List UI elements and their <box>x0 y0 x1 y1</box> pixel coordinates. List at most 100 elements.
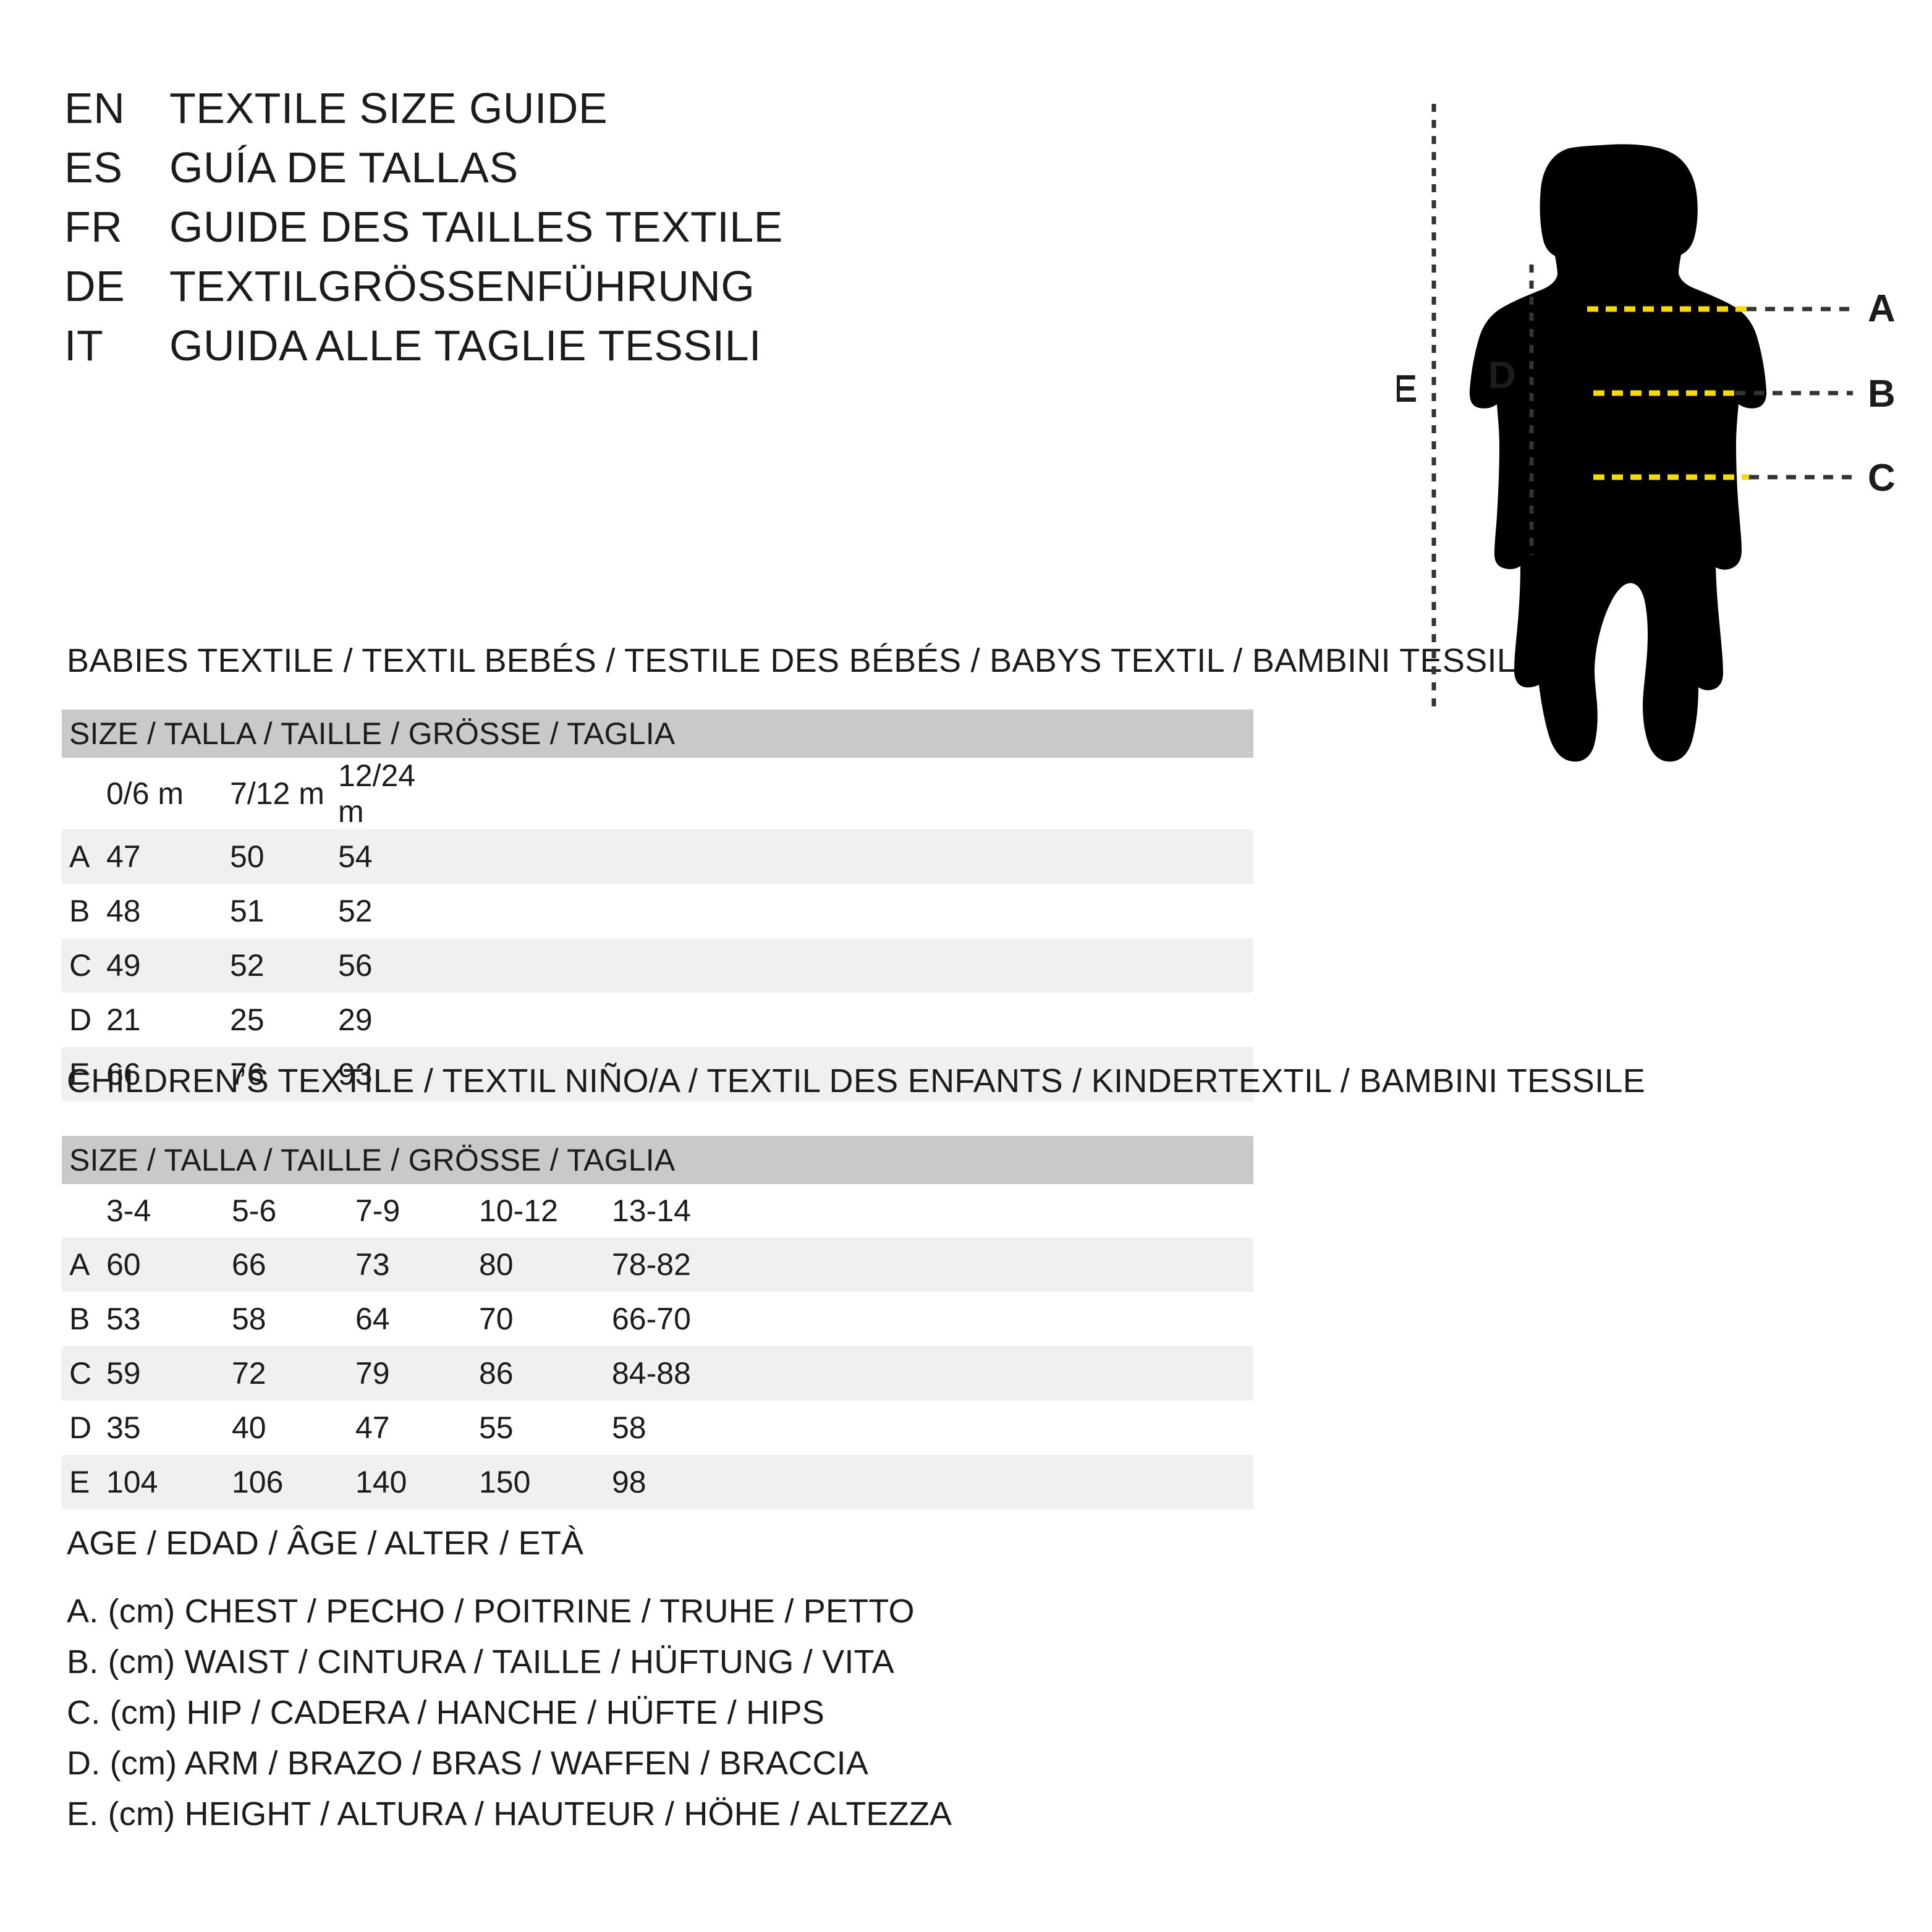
babies-col-header-1: 7/12 m <box>230 758 338 829</box>
measurement-diagram: A B C D E <box>1397 74 1904 766</box>
children-table-header-bar: SIZE / TALLA / TAILLE / GRÖSSE / TAGLIA <box>62 1136 1253 1184</box>
child-silhouette-icon <box>1469 144 1767 762</box>
table-row: E 66 76 93 <box>62 1047 1253 1101</box>
children-cell-c-3: 86 <box>479 1346 612 1400</box>
children-cell-b-1: 58 <box>232 1292 355 1346</box>
table-row: A 47 50 54 <box>62 829 1253 884</box>
babies-column-header-row: 0/6 m 7/12 m 12/24 m <box>62 758 1253 829</box>
children-cell-e-3: 150 <box>479 1455 612 1509</box>
children-cell-e-4: 98 <box>612 1455 735 1509</box>
babies-table-header-bar: SIZE / TALLA / TAILLE / GRÖSSE / TAGLIA <box>62 710 1253 758</box>
children-cell-b-2: 64 <box>355 1292 479 1346</box>
language-row-en: EN TEXTILE SIZE GUIDE <box>64 87 868 146</box>
children-row-label-c: C <box>62 1346 106 1400</box>
figure-label-a: A <box>1868 287 1896 330</box>
babies-cell-a-1: 50 <box>230 829 338 884</box>
language-row-de: DE TEXTILGRÖSSENFÜHRUNG <box>64 265 868 324</box>
figure-label-d: D <box>1488 354 1516 397</box>
language-code-es: ES <box>64 143 123 192</box>
table-row: B 48 51 52 <box>62 884 1253 938</box>
language-title-es: GUÍA DE TALLAS <box>169 143 519 192</box>
language-title-fr: GUIDE DES TAILLES TEXTILE <box>169 203 783 251</box>
children-cell-d-pad <box>735 1400 1253 1455</box>
children-cell-e-0: 104 <box>106 1455 232 1509</box>
figure-label-b: B <box>1868 373 1896 415</box>
legend-item-c: C. (cm) HIP / CADERA / HANCHE / HÜFTE / … <box>67 1694 824 1731</box>
children-col-header-3: 10-12 <box>479 1184 612 1237</box>
babies-col-header-pad <box>446 758 1253 829</box>
language-code-it: IT <box>64 321 104 370</box>
children-header-label: SIZE / TALLA / TAILLE / GRÖSSE / TAGLIA <box>62 1136 1253 1184</box>
children-cell-d-2: 47 <box>355 1400 479 1455</box>
babies-row-label-c: C <box>62 938 106 993</box>
legend-item-b: B. (cm) WAIST / CINTURA / TAILLE / HÜFTU… <box>67 1643 894 1680</box>
table-row: C 59 72 79 86 84-88 <box>62 1346 1253 1400</box>
babies-cell-d-1: 25 <box>230 993 338 1047</box>
table-row: D 21 25 29 <box>62 993 1253 1047</box>
babies-row-label-b: B <box>62 884 106 938</box>
language-title-block: EN TEXTILE SIZE GUIDE ES GUÍA DE TALLAS … <box>64 87 868 383</box>
babies-col-header-2: 12/24 m <box>338 758 446 829</box>
children-cell-e-1: 106 <box>232 1455 355 1509</box>
legend-item-d: D. (cm) ARM / BRAZO / BRAS / WAFFEN / BR… <box>67 1745 869 1782</box>
legend-item-a: A. (cm) CHEST / PECHO / POITRINE / TRUHE… <box>67 1593 915 1630</box>
babies-row-label-e: E <box>62 1047 106 1101</box>
children-size-table: SIZE / TALLA / TAILLE / GRÖSSE / TAGLIA … <box>62 1136 1253 1509</box>
children-cell-a-pad <box>735 1237 1253 1292</box>
children-cell-a-1: 66 <box>232 1237 355 1292</box>
babies-corner-cell <box>62 758 106 829</box>
children-col-header-4: 13-14 <box>612 1184 735 1237</box>
babies-cell-a-0: 47 <box>106 829 230 884</box>
language-row-es: ES GUÍA DE TALLAS <box>64 146 868 205</box>
language-row-it: IT GUIDA ALLE TAGLIE TESSILI <box>64 324 868 383</box>
babies-cell-b-1: 51 <box>230 884 338 938</box>
babies-cell-e-0: 66 <box>106 1047 230 1101</box>
children-cell-c-pad <box>735 1346 1253 1400</box>
children-cell-c-2: 79 <box>355 1346 479 1400</box>
babies-cell-e-pad <box>446 1047 1253 1101</box>
babies-cell-b-pad <box>446 884 1253 938</box>
table-row: E 104 106 140 150 98 <box>62 1455 1253 1509</box>
babies-cell-d-pad <box>446 993 1253 1047</box>
children-cell-d-4: 58 <box>612 1400 735 1455</box>
language-code-en: EN <box>64 84 125 132</box>
babies-cell-c-1: 52 <box>230 938 338 993</box>
babies-cell-d-0: 21 <box>106 993 230 1047</box>
table-row: B 53 58 64 70 66-70 <box>62 1292 1253 1346</box>
children-cell-d-1: 40 <box>232 1400 355 1455</box>
babies-section-title: BABIES TEXTILE / TEXTIL BEBÉS / TESTILE … <box>67 642 1538 679</box>
language-title-de: TEXTILGRÖSSENFÜHRUNG <box>169 262 755 310</box>
babies-size-table: SIZE / TALLA / TAILLE / GRÖSSE / TAGLIA … <box>62 710 1253 1101</box>
children-row-label-d: D <box>62 1400 106 1455</box>
children-cell-b-0: 53 <box>106 1292 232 1346</box>
children-cell-b-pad <box>735 1292 1253 1346</box>
children-col-header-0: 3-4 <box>106 1184 232 1237</box>
language-title-en: TEXTILE SIZE GUIDE <box>169 84 608 132</box>
children-cell-d-0: 35 <box>106 1400 232 1455</box>
children-col-header-1: 5-6 <box>232 1184 355 1237</box>
table-row: C 49 52 56 <box>62 938 1253 993</box>
figure-label-e: E <box>1397 368 1417 410</box>
measurement-legend: AGE / EDAD / ÂGE / ALTER / ETÀ A. (cm) C… <box>67 1527 1179 1848</box>
children-cell-b-4: 66-70 <box>612 1292 735 1346</box>
language-code-de: DE <box>64 262 125 310</box>
language-code-fr: FR <box>64 203 123 251</box>
babies-row-label-d: D <box>62 993 106 1047</box>
children-cell-e-pad <box>735 1455 1253 1509</box>
babies-cell-e-1: 76 <box>230 1047 338 1101</box>
children-cell-c-4: 84-88 <box>612 1346 735 1400</box>
babies-row-label-a: A <box>62 829 106 884</box>
babies-cell-d-2: 29 <box>338 993 446 1047</box>
legend-heading: AGE / EDAD / ÂGE / ALTER / ETÀ <box>67 1525 584 1562</box>
babies-cell-b-0: 48 <box>106 884 230 938</box>
children-cell-c-1: 72 <box>232 1346 355 1400</box>
children-cell-a-3: 80 <box>479 1237 612 1292</box>
children-cell-c-0: 59 <box>106 1346 232 1400</box>
babies-cell-a-2: 54 <box>338 829 446 884</box>
children-cell-b-3: 70 <box>479 1292 612 1346</box>
children-row-label-a: A <box>62 1237 106 1292</box>
babies-cell-e-2: 93 <box>338 1047 446 1101</box>
children-cell-a-0: 60 <box>106 1237 232 1292</box>
children-cell-d-3: 55 <box>479 1400 612 1455</box>
children-column-header-row: 3-4 5-6 7-9 10-12 13-14 <box>62 1184 1253 1237</box>
